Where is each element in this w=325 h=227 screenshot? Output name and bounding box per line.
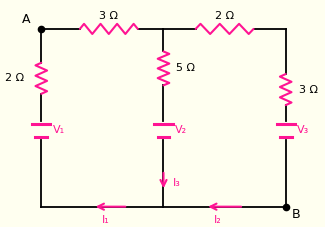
Text: B: B (292, 208, 301, 221)
Text: A: A (21, 13, 30, 26)
Text: V₂: V₂ (175, 126, 187, 136)
Text: 2 Ω: 2 Ω (6, 73, 25, 83)
Text: I₂: I₂ (214, 215, 222, 225)
Text: 5 Ω: 5 Ω (176, 63, 195, 73)
Text: I₃: I₃ (173, 178, 181, 188)
Text: V₃: V₃ (297, 126, 309, 136)
Text: V₁: V₁ (53, 126, 65, 136)
Text: 2 Ω: 2 Ω (215, 11, 234, 21)
Text: 3 Ω: 3 Ω (299, 85, 318, 95)
Text: I₁: I₁ (102, 215, 110, 225)
Text: 3 Ω: 3 Ω (99, 11, 118, 21)
